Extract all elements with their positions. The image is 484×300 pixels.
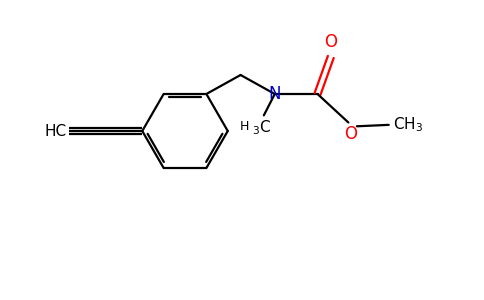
Text: O: O [344,125,357,143]
Text: HC: HC [44,124,66,139]
Text: H: H [239,120,249,133]
Text: N: N [269,85,281,103]
Text: CH$_3$: CH$_3$ [393,116,423,134]
Text: $_3$C: $_3$C [253,118,272,136]
Text: O: O [324,33,337,51]
